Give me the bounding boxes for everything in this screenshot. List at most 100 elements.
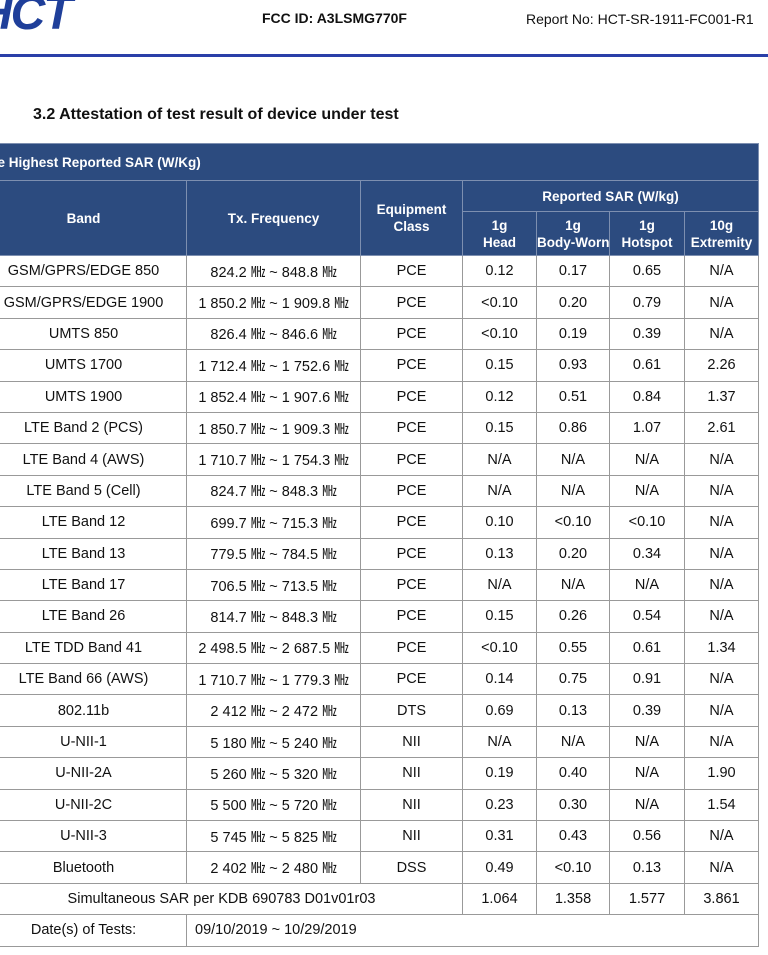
cell: N/A <box>683 286 760 319</box>
header-line: 1g <box>491 217 508 233</box>
cell: 0.75 <box>536 663 610 696</box>
cell: 706.5 ㎒ ~ 713.5 ㎒ <box>186 568 361 602</box>
cell: 1 710.7 ㎒ ~ 1 779.3 ㎒ <box>186 663 361 696</box>
dates-row: Date(s) of Tests: 09/10/2019 ~ 10/29/2019 <box>0 914 760 947</box>
cell: NII <box>360 788 463 822</box>
cell: 0.86 <box>536 411 610 445</box>
cell: 0.19 <box>536 317 610 351</box>
cell: 0.39 <box>609 694 685 727</box>
fcc-id: FCC ID: A3LSMG770F <box>262 10 407 26</box>
cell: N/A <box>536 568 610 602</box>
cell: 0.12 <box>462 254 537 288</box>
cell: 1 850.2 ㎒ ~ 1 909.8 ㎒ <box>186 286 361 319</box>
dates-value: 09/10/2019 ~ 10/29/2019 <box>185 914 760 947</box>
cell: LTE Band 2 (PCS) <box>0 411 187 445</box>
cell: 0.30 <box>536 788 610 822</box>
cell: 0.91 <box>609 663 685 696</box>
cell: N/A <box>683 474 760 508</box>
cell: N/A <box>609 568 685 602</box>
cell: LTE Band 5 (Cell) <box>0 474 187 508</box>
cell: 826.4 ㎒ ~ 846.6 ㎒ <box>186 317 361 351</box>
cell: 779.5 ㎒ ~ 784.5 ㎒ <box>186 537 361 570</box>
cell: 5 500 ㎒ ~ 5 720 ㎒ <box>186 788 361 822</box>
cell: LTE Band 12 <box>0 506 187 539</box>
cell: 0.55 <box>536 631 610 665</box>
cell: UMTS 1900 <box>0 380 187 413</box>
cell: 0.93 <box>536 349 610 382</box>
equipment-header: Equipment Class <box>360 180 463 256</box>
cell: PCE <box>360 411 463 445</box>
sub-header: 1g Body-Worn <box>536 211 610 256</box>
cell: LTE Band 26 <box>0 600 187 633</box>
cell: 2 498.5 ㎒ ~ 2 687.5 ㎒ <box>186 631 361 665</box>
cell: 0.49 <box>462 851 537 884</box>
cell: PCE <box>360 568 463 602</box>
header-row: Band Tx. Frequency Equipment Class Report… <box>0 180 760 256</box>
cell: N/A <box>609 757 685 790</box>
cell: 0.69 <box>462 694 537 727</box>
cell: 0.39 <box>609 317 685 351</box>
cell: 0.40 <box>536 757 610 790</box>
data-row: UMTS 850 826.4 ㎒ ~ 846.6 ㎒ PCE <0.10 0.19 0.3… <box>0 317 760 351</box>
data-row: U-NII-3 5 745 ㎒ ~ 5 825 ㎒ NII 0.31 0.43 0.56 N… <box>0 820 760 853</box>
data-row: 802.11b 2 412 ㎒ ~ 2 472 ㎒ DTS 0.69 0.13 0.39 N… <box>0 694 760 727</box>
table-body: The Highest Reported SAR (W/Kg) Band Tx.… <box>0 143 760 947</box>
cell: DTS <box>360 694 463 727</box>
cell: N/A <box>536 443 610 476</box>
simultaneous-label: Simultaneous SAR per KDB 690783 D01v01r0… <box>0 882 463 916</box>
header-line: Extremity <box>690 234 753 250</box>
cell: PCE <box>360 631 463 665</box>
cell: N/A <box>683 851 760 884</box>
cell: 1.577 <box>609 882 685 916</box>
data-row: LTE Band 17 706.5 ㎒ ~ 713.5 ㎒ PCE N/A N/A N/A… <box>0 568 760 602</box>
data-row: U-NII-2C 5 500 ㎒ ~ 5 720 ㎒ NII 0.23 0.30 N/A 1… <box>0 788 760 822</box>
header-line: 10g <box>709 217 734 233</box>
header-line: Equipment <box>376 202 447 217</box>
cell: N/A <box>462 725 537 759</box>
data-row: LTE Band 66 (AWS) 1 710.7 ㎒ ~ 1 779.3 ㎒ PC… <box>0 663 760 696</box>
cell: 824.7 ㎒ ~ 848.3 ㎒ <box>186 474 361 508</box>
cell: 0.31 <box>462 820 537 853</box>
sub-header-row: 1g Head 1g Body-Worn 1g Hotspot 10g Extremity <box>0 211 760 256</box>
cell: 1.07 <box>609 411 685 445</box>
cell: 824.2 ㎒ ~ 848.8 ㎒ <box>186 254 361 288</box>
cell: N/A <box>536 474 610 508</box>
cell: 1.37 <box>683 380 760 413</box>
cell: U-NII-2C <box>0 788 187 822</box>
cell: PCE <box>360 600 463 633</box>
cell: UMTS 850 <box>0 317 187 351</box>
cell: N/A <box>683 820 760 853</box>
cell: N/A <box>683 537 760 570</box>
cell: PCE <box>360 349 463 382</box>
cell: PCE <box>360 443 463 476</box>
cell: 3.861 <box>683 882 760 916</box>
data-row: U-NII-1 5 180 ㎒ ~ 5 240 ㎒ NII N/A N/A N/A N/A <box>0 725 760 759</box>
cell: 1 712.4 ㎒ ~ 1 752.6 ㎒ <box>186 349 361 382</box>
sub-header: 1g Head <box>462 211 537 256</box>
header-line: Body-Worn <box>537 234 610 250</box>
cell: 2 402 ㎒ ~ 2 480 ㎒ <box>186 851 361 884</box>
cell: 0.26 <box>536 600 610 633</box>
dates-label: Date(s) of Tests: <box>0 914 187 947</box>
cell: N/A <box>536 725 610 759</box>
title-row: The Highest Reported SAR (W/Kg) <box>0 143 760 181</box>
sar-table: The Highest Reported SAR (W/Kg) Band Tx.… <box>0 143 760 947</box>
cell: <0.10 <box>609 506 685 539</box>
cell: 0.20 <box>536 537 610 570</box>
cell: PCE <box>360 380 463 413</box>
cell: Bluetooth <box>0 851 187 884</box>
band-header: Band <box>0 180 187 256</box>
simultaneous-row: Simultaneous SAR per KDB 690783 D01v01r0… <box>0 882 760 916</box>
cell: 1.90 <box>683 757 760 790</box>
cell: N/A <box>609 474 685 508</box>
cell: 0.79 <box>609 286 685 319</box>
report-number: Report No: HCT-SR-1911-FC001-R1 <box>526 11 754 27</box>
cell: 1.358 <box>536 882 610 916</box>
cell: 0.13 <box>462 537 537 570</box>
frequency-header: Tx. Frequency <box>186 180 361 256</box>
cell: N/A <box>462 474 537 508</box>
data-row: LTE TDD Band 41 2 498.5 ㎒ ~ 2 687.5 ㎒ PCE <… <box>0 631 760 665</box>
cell: LTE Band 17 <box>0 568 187 602</box>
cell: <0.10 <box>536 506 610 539</box>
cell: N/A <box>683 600 760 633</box>
